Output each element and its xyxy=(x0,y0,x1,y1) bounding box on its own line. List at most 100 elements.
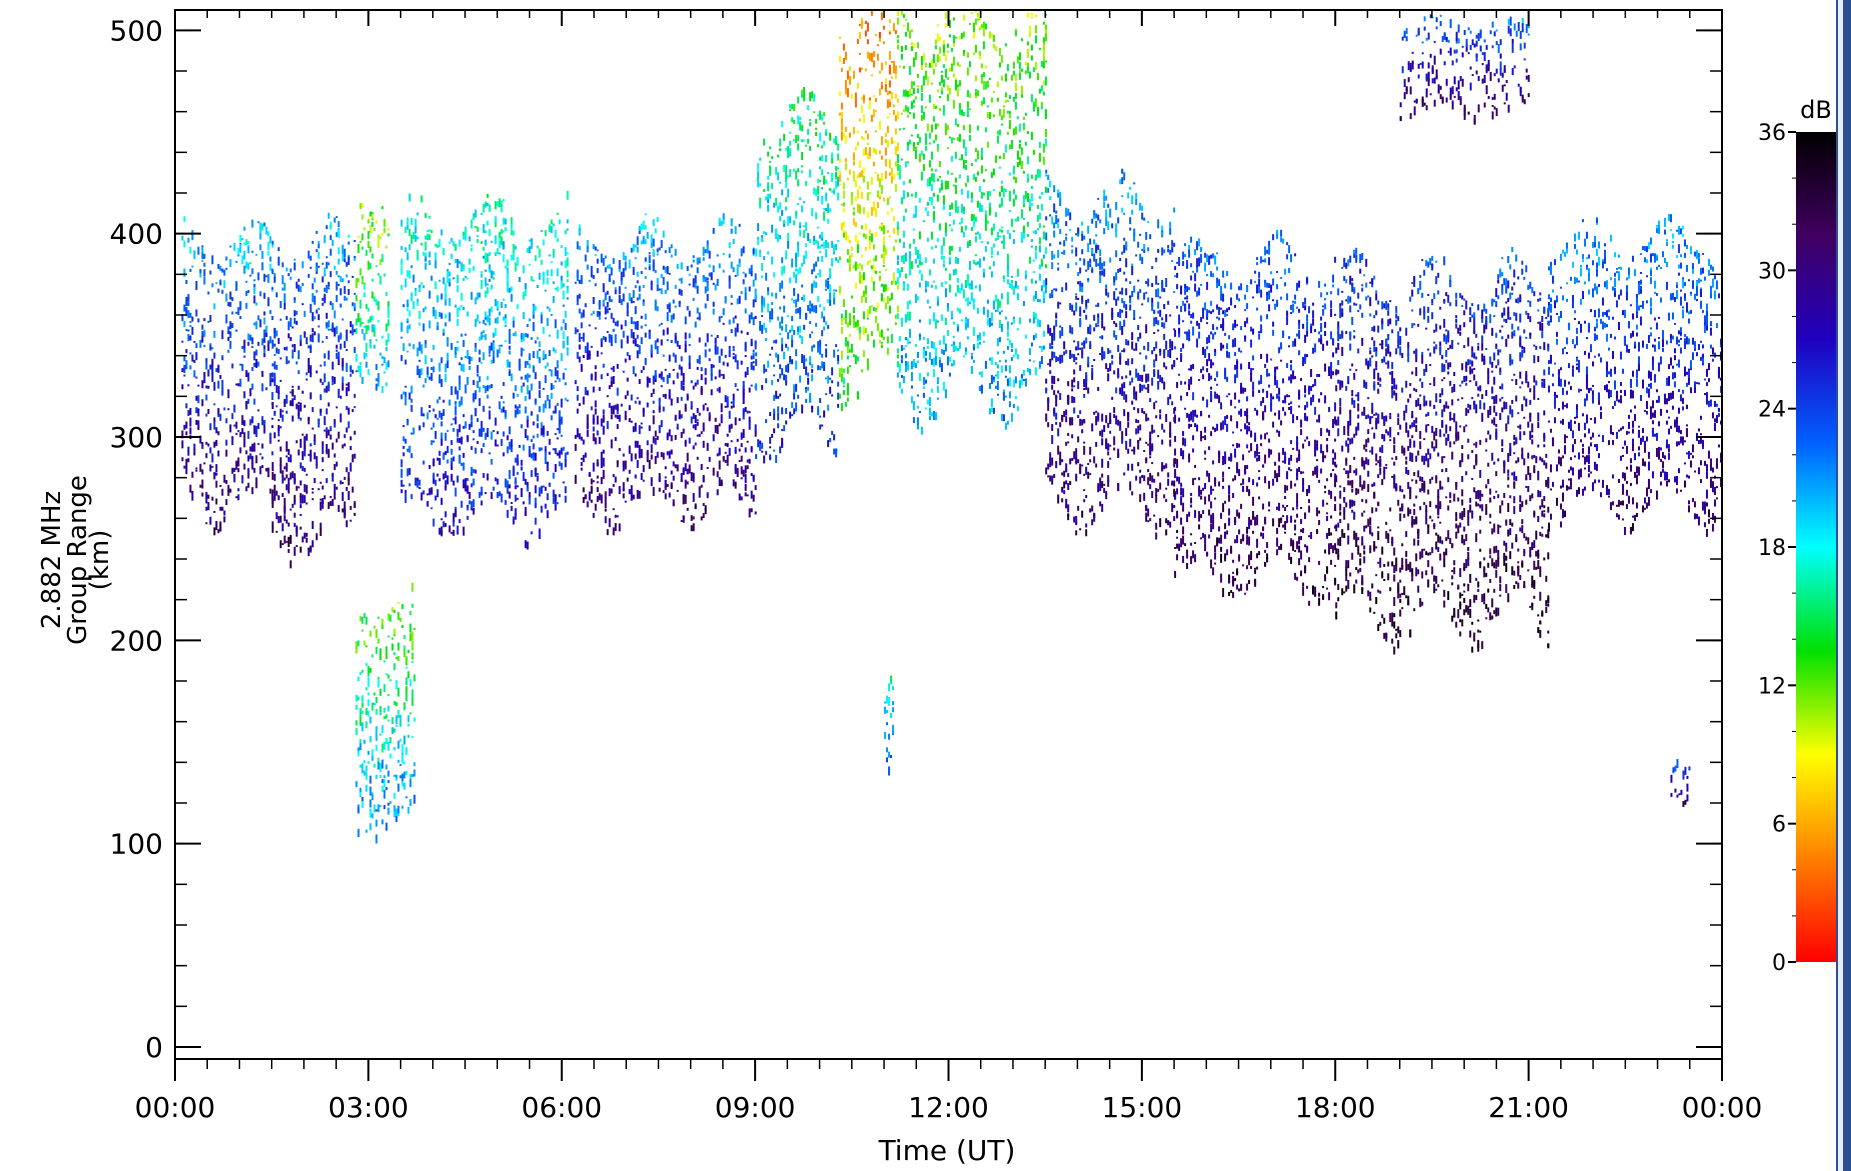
echo-point xyxy=(726,454,729,464)
echo-point xyxy=(596,481,599,484)
echo-point xyxy=(353,453,356,459)
echo-point xyxy=(189,325,192,328)
echo-point xyxy=(472,213,475,221)
echo-point xyxy=(624,500,627,503)
echo-point xyxy=(924,207,927,212)
echo-point xyxy=(273,331,276,339)
echo-point xyxy=(199,269,202,274)
echo-point xyxy=(265,226,268,235)
echo-point xyxy=(307,548,310,557)
echo-point xyxy=(892,104,895,108)
echo-point xyxy=(434,243,437,247)
echo-point xyxy=(321,469,324,472)
echo-point xyxy=(924,70,927,80)
echo-point xyxy=(1002,235,1005,244)
echo-point xyxy=(269,488,272,494)
echo-point xyxy=(205,358,208,365)
echo-point xyxy=(811,269,814,275)
echo-point xyxy=(817,178,820,183)
echo-point xyxy=(964,160,967,164)
echo-point xyxy=(538,535,541,540)
echo-point xyxy=(610,439,613,449)
echo-point xyxy=(876,190,879,198)
echo-point xyxy=(740,291,743,295)
echo-point xyxy=(289,391,292,394)
echo-point xyxy=(1026,131,1029,135)
echo-point xyxy=(239,316,242,320)
echo-point xyxy=(355,370,358,373)
echo-point xyxy=(1030,342,1033,347)
echo-point xyxy=(444,485,447,491)
echo-point xyxy=(456,258,459,268)
echo-point xyxy=(201,259,204,262)
echo-point xyxy=(1006,270,1009,278)
echo-point xyxy=(470,291,473,300)
echo-point xyxy=(600,459,603,469)
echo-point xyxy=(385,339,388,346)
echo-point xyxy=(842,377,845,385)
echo-point xyxy=(960,283,963,291)
echo-point xyxy=(793,300,796,304)
echo-point xyxy=(347,472,350,482)
echo-point xyxy=(980,76,983,84)
echo-point xyxy=(207,385,210,389)
echo-point xyxy=(819,339,822,348)
echo-point xyxy=(642,408,645,417)
echo-point xyxy=(890,280,893,285)
echo-point xyxy=(821,255,824,262)
echo-point xyxy=(958,308,961,314)
echo-point xyxy=(590,485,593,494)
echo-point xyxy=(835,166,838,172)
echo-point xyxy=(416,365,419,374)
echo-point xyxy=(490,342,493,351)
echo-point xyxy=(1018,143,1021,149)
echo-point xyxy=(496,300,499,309)
echo-point xyxy=(829,273,832,279)
echo-point xyxy=(293,317,296,324)
echo-point xyxy=(434,281,437,290)
echo-point xyxy=(797,179,800,187)
echo-point xyxy=(918,334,921,337)
echo-point xyxy=(944,54,947,62)
echo-point xyxy=(858,172,861,178)
echo-point xyxy=(656,435,659,440)
echo-point xyxy=(823,316,826,323)
echo-point xyxy=(767,303,770,313)
echo-point xyxy=(1026,221,1029,227)
echo-point xyxy=(291,344,294,348)
echo-point xyxy=(688,343,691,346)
echo-point xyxy=(337,351,340,360)
echo-point xyxy=(213,381,216,386)
echo-point xyxy=(566,297,569,300)
echo-point xyxy=(458,362,461,366)
echo-point xyxy=(946,356,949,366)
echo-point xyxy=(375,385,378,391)
echo-point xyxy=(825,131,828,136)
echo-point xyxy=(860,254,863,258)
echo-point xyxy=(670,254,673,258)
echo-point xyxy=(813,344,816,348)
echo-point xyxy=(556,428,559,431)
echo-point xyxy=(860,295,863,303)
echo-point xyxy=(510,223,513,229)
echo-point xyxy=(287,522,290,527)
echo-point xyxy=(271,471,274,480)
echo-point xyxy=(982,21,985,28)
echo-point xyxy=(355,280,358,289)
echo-point xyxy=(884,170,887,179)
echo-point xyxy=(706,492,709,499)
echo-point xyxy=(520,459,523,466)
echo-point xyxy=(460,437,463,445)
echo-point xyxy=(430,230,433,234)
echo-point xyxy=(773,364,776,367)
echo-point xyxy=(1008,391,1011,399)
echo-point xyxy=(837,239,840,242)
echo-point xyxy=(912,142,915,147)
echo-point xyxy=(508,443,511,450)
echo-point xyxy=(466,485,469,492)
echo-point xyxy=(249,419,252,426)
echo-point xyxy=(478,292,481,298)
echo-point xyxy=(698,261,701,264)
echo-point xyxy=(444,289,447,299)
echo-point xyxy=(769,412,772,417)
